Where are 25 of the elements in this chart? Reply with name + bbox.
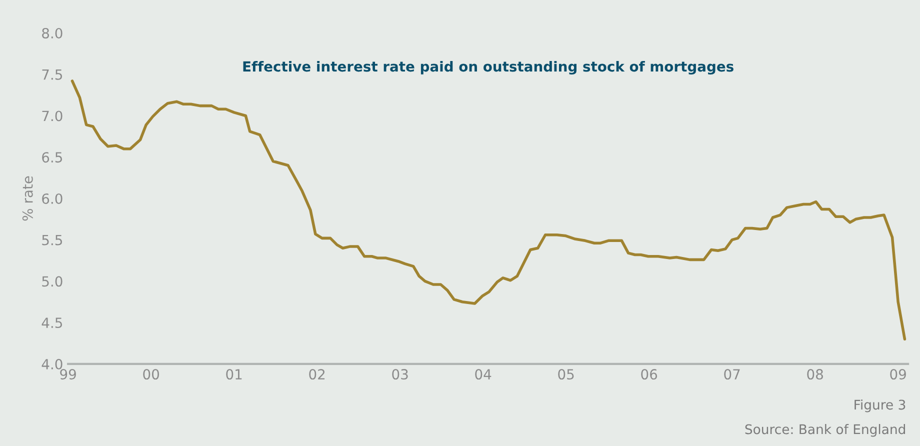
x-tick-label: 07 [724,369,740,380]
y-tick-label: 5.0 [42,276,62,287]
x-tick-label: 00 [143,369,159,380]
y-tick-label: 4.0 [42,358,62,370]
y-tick-label: 7.5 [42,70,62,80]
y-tick-label: 4.5 [42,318,62,328]
y-tick-label: 5.5 [42,234,62,246]
x-tick-label: 01 [226,369,242,380]
y-tick-label: 8.0 [42,28,62,38]
y-tick-label: 6.0 [42,193,62,204]
x-tick-label: 05 [558,369,574,380]
y-tick-label: 6.5 [42,152,62,163]
y-tick-label: 7.0 [42,110,62,122]
x-tick-label: 06 [641,369,658,380]
caption: Figure 3 [854,399,906,412]
x-tick-label: 99 [60,369,76,380]
y-axis-title: % rate [22,176,33,221]
text: Effective interest rate paid on outstanding stock of mortgages [243,60,734,75]
x-tick-label: 03 [392,369,408,380]
x-tick-label: 04 [475,369,492,380]
x-tick-label: 09 [890,369,906,380]
line-series [70,80,906,341]
x-tick-label: 08 [807,369,823,380]
x-tick-label: 02 [309,369,325,380]
source-note: Source: Bank of England [745,424,905,437]
